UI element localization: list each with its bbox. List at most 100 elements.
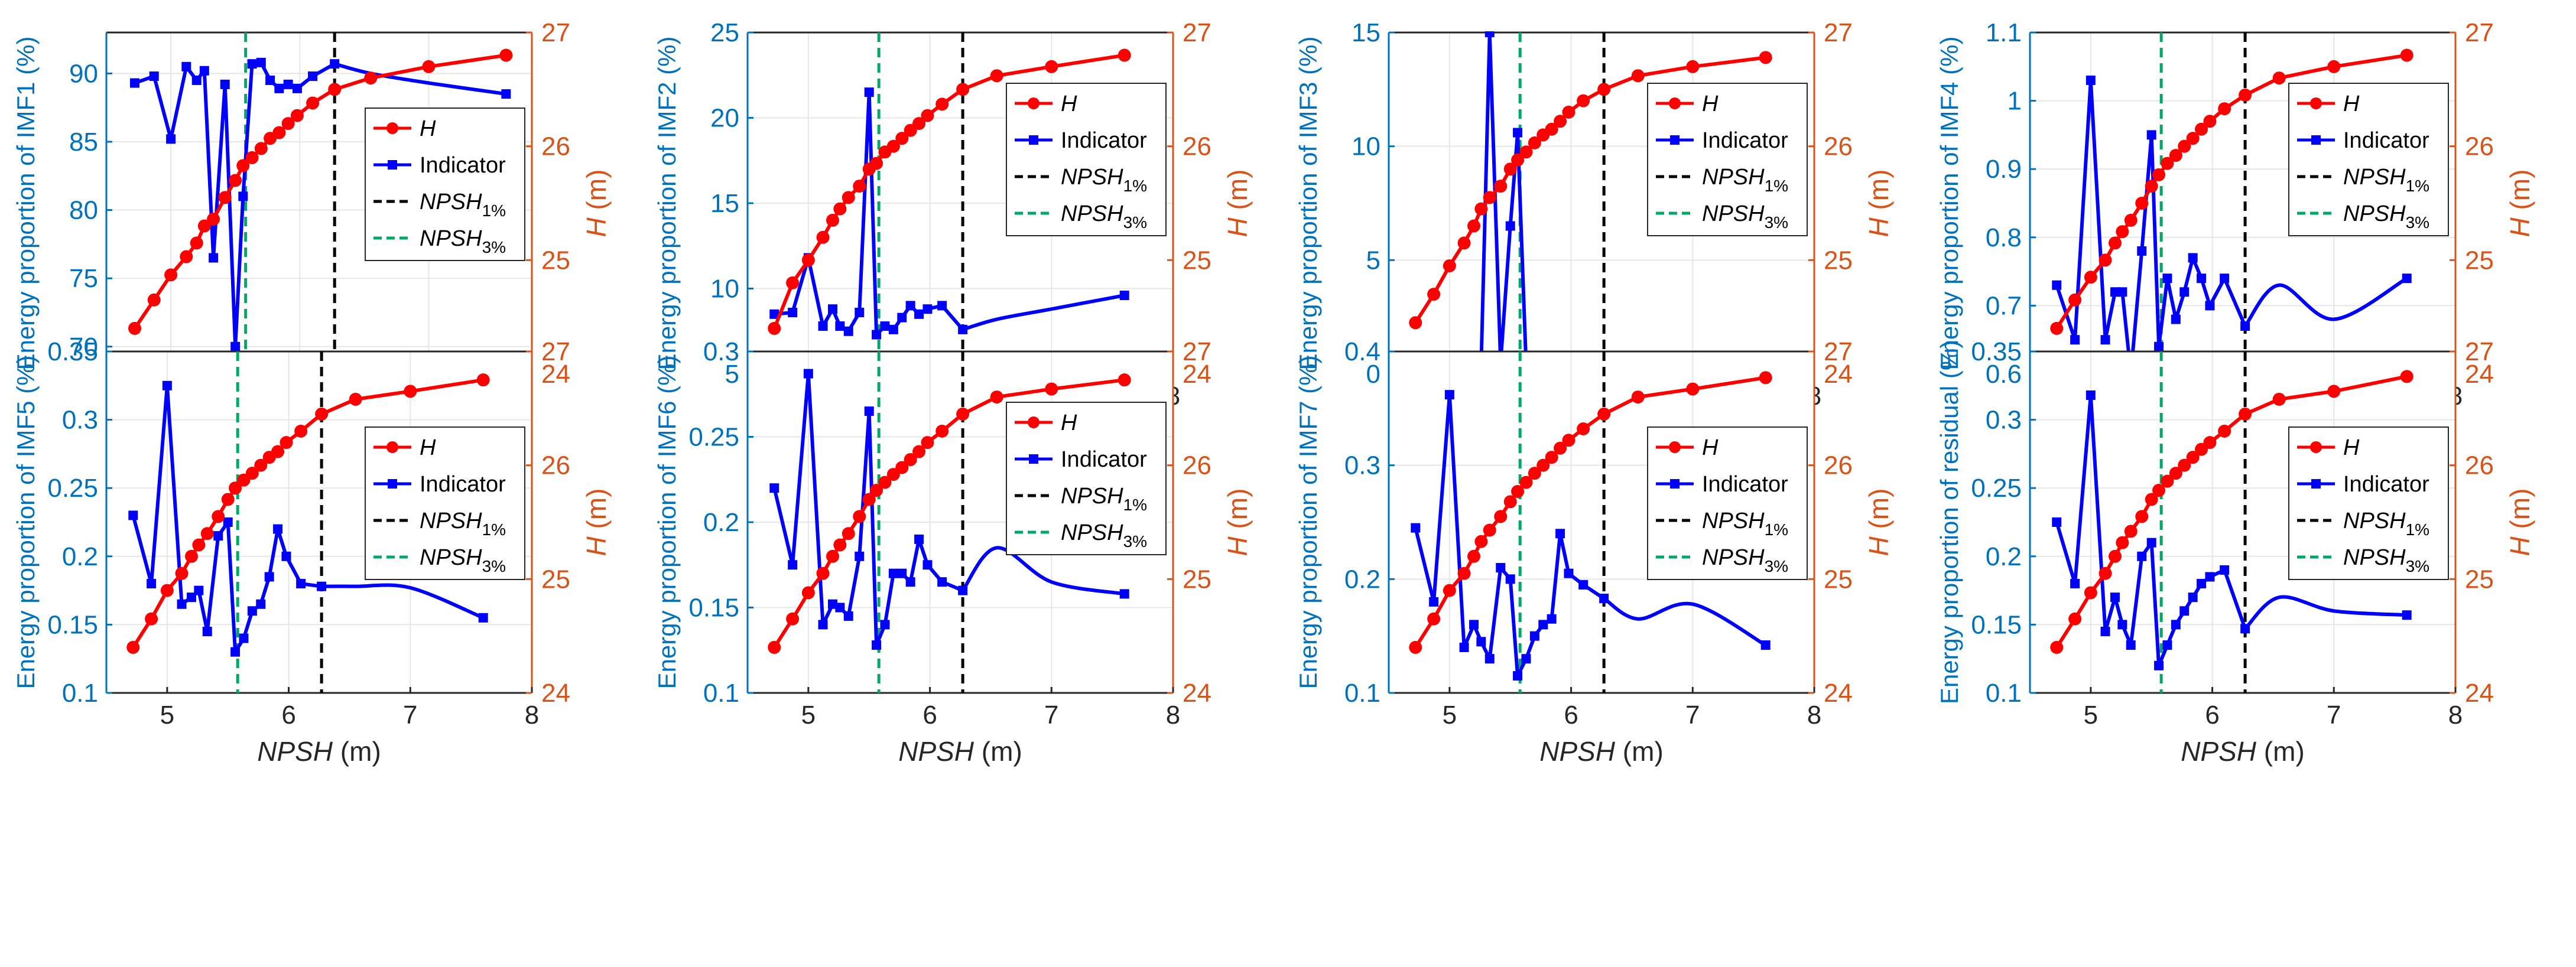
y-tick-label-right: 27: [541, 337, 570, 366]
h-point: [956, 407, 970, 421]
h-point: [2109, 236, 2122, 250]
indicator-point: [2162, 274, 2172, 284]
legend-label-sub: 1%: [482, 201, 506, 220]
h-point: [870, 157, 883, 170]
h-point: [2239, 88, 2252, 102]
indicator-point: [872, 330, 882, 340]
y-axis-label-left: Energy proportion of IMF4 (%): [1935, 37, 1963, 370]
legend-label-sub: 3%: [2406, 213, 2429, 232]
legend-label-npsh1: NPSH1%: [1061, 484, 1147, 514]
h-point: [2116, 536, 2129, 549]
indicator-point: [2171, 314, 2181, 324]
indicator-point: [1119, 291, 1129, 301]
y-tick-label-right: 27: [2465, 18, 2494, 47]
legend-label-npsh1: NPSH1%: [420, 509, 506, 539]
indicator-point: [2126, 640, 2136, 650]
x-tick-label: 5: [2084, 701, 2098, 730]
indicator-point: [905, 577, 915, 587]
legend-label-main: NPSH: [1702, 509, 1765, 533]
x-tick-label: 7: [2327, 701, 2341, 730]
indicator-point: [855, 551, 865, 561]
h-point: [2203, 436, 2217, 450]
legend-label-indicator: Indicator: [420, 472, 506, 497]
indicator-point: [209, 253, 219, 263]
y-tick-label-right: 25: [2465, 565, 2494, 594]
h-point: [921, 436, 934, 450]
y-axis-label-left: Energy proportion of IMF7 (%): [1294, 356, 1322, 689]
indicator-point: [230, 647, 241, 657]
y-axis-label-right-var: H: [2504, 536, 2535, 556]
y-tick-label-left: 0.35: [47, 337, 98, 366]
indicator-point: [2162, 640, 2172, 650]
h-point: [1443, 584, 1456, 597]
indicator-point: [2205, 572, 2215, 582]
y-tick-label-right: 26: [1183, 132, 1211, 161]
indicator-point: [1469, 620, 1479, 630]
y-tick-label-right: 26: [541, 132, 570, 161]
indicator-point: [1538, 620, 1548, 630]
h-point: [990, 390, 1003, 404]
indicator-point: [1119, 589, 1129, 599]
legend-marker-indicator: [2311, 135, 2321, 145]
h-point: [2272, 392, 2286, 406]
y-tick-label-left: 0.1: [1344, 679, 1380, 708]
y-tick-label-left: 20: [710, 104, 739, 133]
indicator-point: [888, 568, 898, 578]
x-tick-label: 6: [922, 701, 937, 730]
indicator-point: [843, 611, 853, 621]
y-tick-label-left: 0.8: [1986, 223, 2022, 252]
h-point: [786, 276, 800, 289]
legend-marker-indicator: [2311, 479, 2321, 489]
indicator-point: [1599, 594, 1609, 604]
legend-label-main: Indicator: [2343, 472, 2429, 497]
indicator-point: [2220, 565, 2230, 575]
indicator-point: [2240, 321, 2250, 331]
h-point: [2099, 253, 2112, 267]
h-point: [1457, 236, 1471, 250]
indicator-point: [296, 579, 306, 589]
plot-data: [768, 32, 1131, 374]
y-tick-label-right: 26: [541, 451, 570, 480]
legend-label-sub: 1%: [2406, 177, 2429, 195]
indicator-point: [880, 620, 890, 630]
h-point: [1631, 390, 1645, 404]
y-tick-label-left: 0.35: [1971, 337, 2022, 366]
y-axis-label-left: Energy proportion of residual (%): [1935, 340, 1963, 704]
indicator-point: [317, 581, 327, 591]
indicator-point: [872, 640, 882, 650]
h-point: [281, 117, 295, 131]
y-axis-label-left: Energy proportion of IMF1 (%): [12, 37, 40, 370]
indicator-point: [330, 59, 340, 69]
legend-label-npsh3: NPSH3%: [2343, 201, 2429, 232]
indicator-point: [1429, 597, 1439, 607]
y-tick-label-left: 0.15: [1971, 610, 2022, 639]
h-point: [870, 484, 883, 497]
h-point: [218, 191, 232, 204]
indicator-point: [835, 321, 845, 331]
indicator-point: [194, 585, 204, 595]
y-tick-label-left: 10: [1352, 132, 1380, 161]
indicator-point: [147, 579, 157, 589]
h-point: [1562, 434, 1576, 447]
plot-data: [2050, 351, 2413, 693]
h-point: [2068, 612, 2082, 626]
indicator-point: [1521, 654, 1531, 664]
legend-label-indicator: Indicator: [1061, 128, 1147, 153]
x-axis-label-var: NPSH: [898, 736, 974, 767]
h-point: [1427, 288, 1441, 301]
legend-label-main: NPSH: [2343, 165, 2406, 190]
y-tick-label-right: 24: [541, 679, 570, 708]
indicator-point: [2179, 606, 2190, 616]
indicator-point: [1564, 568, 1574, 578]
x-axis-label-unit: (m): [333, 736, 381, 767]
y-axis-label-right-unit: (m): [1863, 170, 1894, 218]
x-tick-label: 5: [160, 701, 174, 730]
x-tick-label: 5: [801, 701, 816, 730]
legend-label-main: H: [1702, 435, 1719, 460]
y-axis-label-right-var: H: [1863, 217, 1894, 237]
h-point: [833, 202, 847, 216]
indicator-point: [220, 79, 230, 89]
legend-label-npsh1: NPSH1%: [1702, 165, 1788, 195]
